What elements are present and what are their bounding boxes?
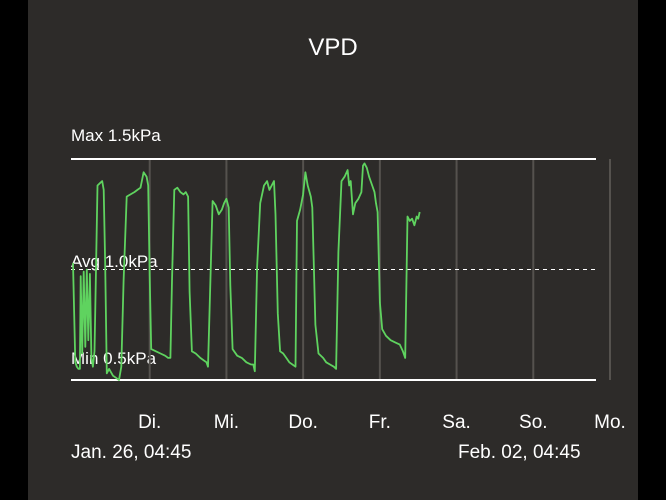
- chart-title: VPD: [308, 34, 358, 61]
- x-day-label: So.: [519, 412, 548, 433]
- x-day-label: Mi.: [213, 412, 240, 433]
- vpd-series-line: [72, 162, 421, 381]
- x-day-label: Do.: [288, 412, 318, 433]
- range-start-label: Jan. 26, 04:45: [71, 442, 192, 463]
- x-day-label: Sa.: [442, 412, 471, 433]
- avg-reference-label: Avg 1.0kPa: [71, 252, 158, 271]
- max-reference-label: Max 1.5kPa: [71, 126, 161, 145]
- x-day-label: Fr.: [368, 412, 391, 433]
- x-day-label: Di.: [138, 412, 162, 433]
- range-end-label: Feb. 02, 04:45: [458, 442, 581, 463]
- x-day-label: Mo.: [594, 412, 626, 433]
- chart-panel: [28, 0, 638, 500]
